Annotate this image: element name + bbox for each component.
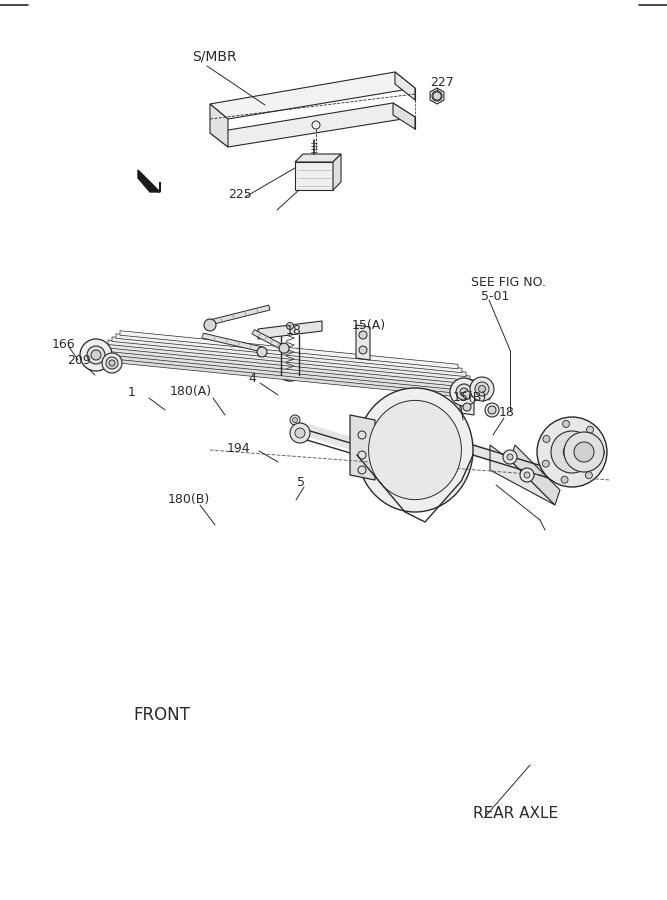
Text: 180(A): 180(A) [170, 384, 212, 398]
Circle shape [597, 448, 604, 455]
Circle shape [586, 472, 592, 479]
Polygon shape [460, 385, 474, 415]
Circle shape [485, 403, 499, 417]
Circle shape [478, 385, 486, 392]
Polygon shape [96, 349, 482, 392]
Polygon shape [202, 333, 263, 352]
Text: 225: 225 [228, 187, 251, 201]
Text: 227: 227 [430, 76, 454, 88]
Circle shape [537, 417, 607, 487]
Text: 209: 209 [67, 355, 91, 367]
Circle shape [524, 472, 530, 478]
Circle shape [287, 322, 293, 329]
Text: 5-01: 5-01 [481, 290, 510, 302]
Polygon shape [252, 329, 285, 350]
Circle shape [109, 360, 115, 366]
Circle shape [475, 382, 489, 396]
Circle shape [470, 377, 494, 401]
Circle shape [293, 418, 297, 422]
Circle shape [551, 431, 593, 473]
Circle shape [488, 406, 496, 414]
Polygon shape [333, 154, 341, 190]
Circle shape [543, 436, 550, 443]
Polygon shape [108, 340, 470, 381]
Circle shape [359, 346, 367, 354]
Circle shape [106, 357, 118, 369]
Circle shape [290, 415, 300, 425]
Polygon shape [112, 337, 466, 376]
Text: 1: 1 [128, 385, 136, 399]
Circle shape [290, 423, 310, 443]
Text: 18: 18 [499, 407, 515, 419]
Ellipse shape [357, 388, 473, 512]
Text: 166: 166 [52, 338, 75, 350]
Text: FRONT: FRONT [133, 706, 190, 724]
Polygon shape [209, 305, 270, 325]
Polygon shape [120, 330, 458, 369]
Text: 15(B): 15(B) [453, 391, 488, 403]
Circle shape [450, 378, 478, 406]
Circle shape [507, 454, 513, 460]
Polygon shape [116, 334, 462, 373]
Circle shape [433, 92, 441, 100]
Circle shape [91, 350, 101, 360]
Circle shape [597, 450, 604, 457]
Polygon shape [350, 415, 375, 480]
Circle shape [456, 384, 472, 400]
Polygon shape [295, 154, 341, 162]
Circle shape [561, 476, 568, 483]
Circle shape [574, 442, 594, 462]
Circle shape [87, 346, 105, 364]
Polygon shape [104, 343, 474, 384]
Circle shape [460, 388, 468, 396]
Ellipse shape [369, 400, 462, 500]
Text: 18: 18 [286, 323, 302, 337]
Circle shape [257, 347, 267, 357]
Circle shape [359, 331, 367, 339]
Circle shape [102, 353, 122, 373]
Text: 4: 4 [248, 373, 256, 385]
Polygon shape [395, 72, 415, 100]
Circle shape [520, 468, 534, 482]
Polygon shape [393, 103, 415, 129]
Circle shape [563, 444, 581, 461]
Polygon shape [88, 356, 490, 400]
Circle shape [279, 343, 289, 353]
Circle shape [542, 460, 550, 467]
Circle shape [564, 432, 604, 472]
Text: SEE FIG NO.: SEE FIG NO. [471, 276, 546, 290]
Circle shape [586, 427, 594, 433]
Circle shape [463, 403, 471, 411]
Polygon shape [258, 321, 322, 339]
Circle shape [204, 319, 216, 331]
Polygon shape [210, 72, 415, 119]
Polygon shape [430, 88, 444, 104]
Circle shape [80, 339, 112, 371]
Polygon shape [100, 346, 478, 388]
Text: S/MBR: S/MBR [192, 50, 237, 64]
Polygon shape [295, 162, 333, 190]
Circle shape [463, 391, 471, 399]
Text: 5: 5 [297, 476, 305, 490]
Polygon shape [510, 445, 560, 505]
Circle shape [503, 450, 517, 464]
Text: 15(A): 15(A) [352, 320, 386, 332]
Polygon shape [210, 103, 415, 147]
Circle shape [562, 420, 570, 427]
Text: 180(B): 180(B) [168, 492, 210, 506]
Polygon shape [92, 353, 486, 396]
Polygon shape [138, 170, 160, 192]
Polygon shape [210, 104, 228, 147]
Circle shape [295, 428, 305, 438]
Text: 194: 194 [227, 442, 251, 454]
Polygon shape [356, 325, 370, 360]
Polygon shape [490, 445, 555, 505]
Text: REAR AXLE: REAR AXLE [473, 806, 558, 822]
